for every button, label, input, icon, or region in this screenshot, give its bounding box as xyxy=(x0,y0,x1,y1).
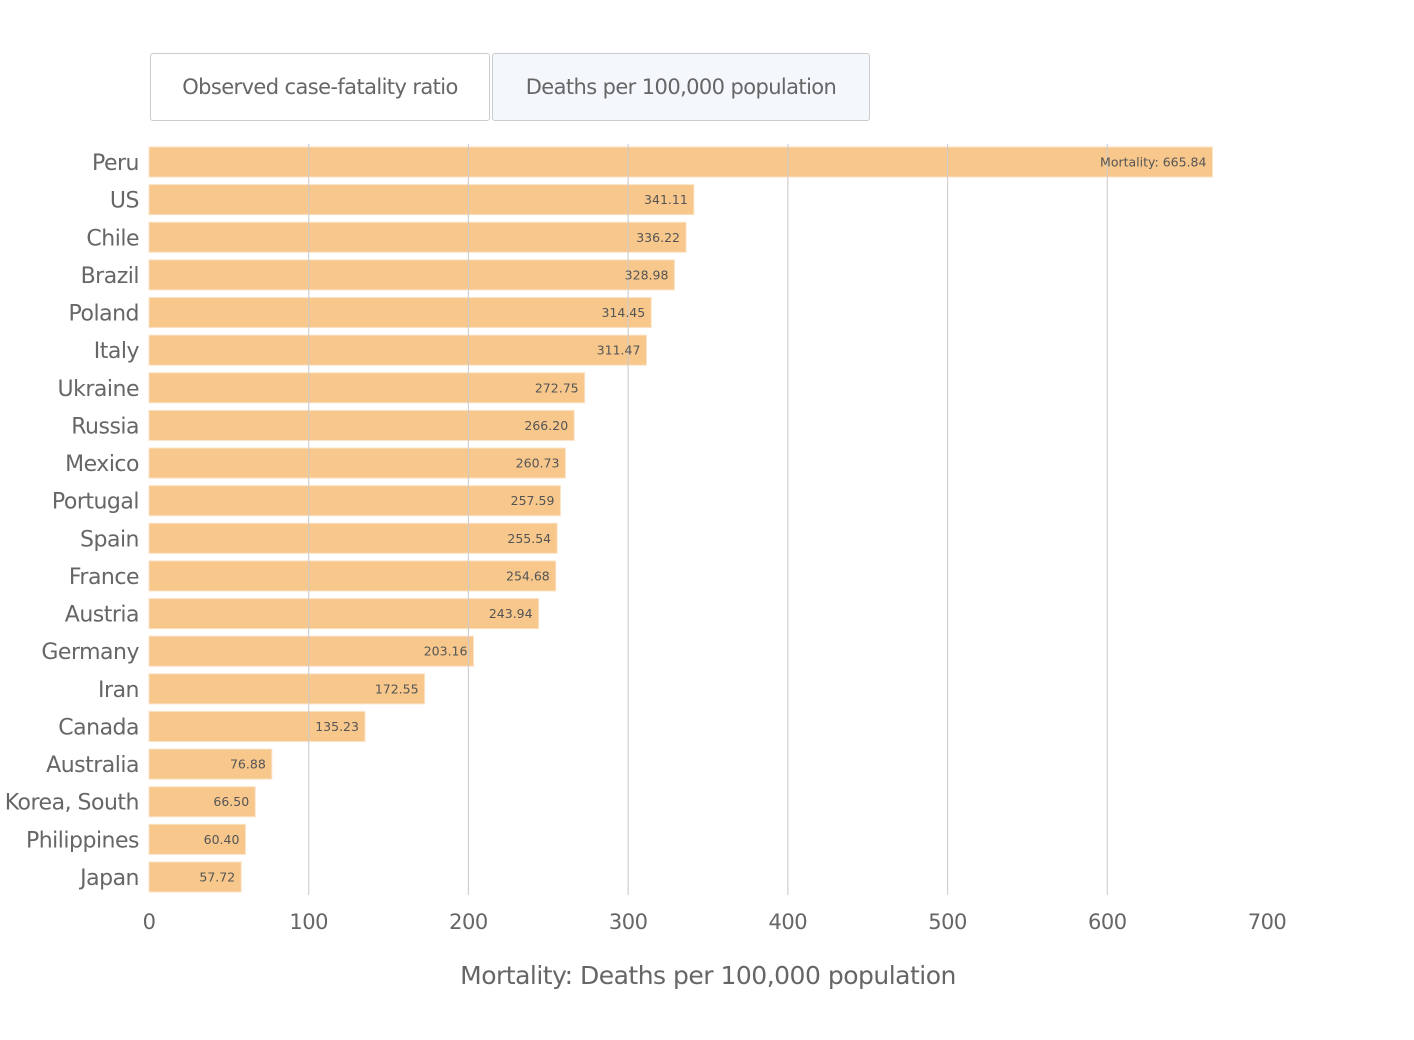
value-label: 272.75 xyxy=(535,380,579,395)
value-labels-layer: Mortality: 665.84 341.11 336.22 328.98 314.4… xyxy=(199,155,1206,885)
value-label: 76.88 xyxy=(230,757,266,772)
bars-layer xyxy=(148,146,1213,893)
y-tick-label: Russia xyxy=(71,414,139,439)
bar-philippines[interactable] xyxy=(148,823,246,855)
bar-brazil[interactable] xyxy=(148,259,675,291)
y-tick-label: Austria xyxy=(65,603,139,628)
metric-toggle: Observed case-fatality ratio Deaths per … xyxy=(150,53,870,121)
bar-ukraine[interactable] xyxy=(148,372,586,404)
bar-korea-south[interactable] xyxy=(148,786,256,818)
value-label: Mortality: 665.84 xyxy=(1100,155,1206,170)
y-axis-labels: Peru US Chile Brazil Poland Italy Ukraine Russi… xyxy=(5,151,140,891)
bar-australia[interactable] xyxy=(148,748,273,780)
x-tick-label: 300 xyxy=(609,910,648,934)
x-axis-title: Mortality: Deaths per 100,000 population xyxy=(460,961,956,990)
value-label: 203.16 xyxy=(424,644,468,659)
value-label: 341.11 xyxy=(644,192,688,207)
value-label: 314.45 xyxy=(601,305,645,320)
y-tick-label: Germany xyxy=(41,640,139,665)
x-tick-label: 700 xyxy=(1248,910,1287,934)
x-tick-label: 0 xyxy=(143,910,156,934)
bar-poland[interactable] xyxy=(148,297,652,329)
bar-portugal[interactable] xyxy=(148,485,561,517)
value-label: 311.47 xyxy=(597,343,641,358)
y-tick-label: Philippines xyxy=(26,828,139,853)
bar-mexico[interactable] xyxy=(148,447,566,479)
value-label: 135.23 xyxy=(315,719,359,734)
x-axis-ticks: 0 100 200 300 400 500 600 700 xyxy=(143,910,1287,934)
y-tick-label: Korea, South xyxy=(5,791,139,816)
y-tick-label: Australia xyxy=(46,753,139,778)
x-tick-label: 100 xyxy=(289,910,328,934)
y-tick-label: Mexico xyxy=(65,452,139,477)
bar-peru[interactable] xyxy=(148,146,1213,178)
value-label: 260.73 xyxy=(516,456,560,471)
bar-russia[interactable] xyxy=(148,409,575,441)
bar-canada[interactable] xyxy=(148,710,366,742)
grid-layer xyxy=(308,144,1108,895)
y-tick-label: Canada xyxy=(58,715,139,740)
value-label: 254.68 xyxy=(506,568,550,583)
value-label: 255.54 xyxy=(507,531,551,546)
x-tick-label: 200 xyxy=(449,910,488,934)
bar-germany[interactable] xyxy=(148,635,474,667)
bar-spain[interactable] xyxy=(148,522,558,554)
case-fatality-ratio-button[interactable]: Observed case-fatality ratio xyxy=(150,53,490,121)
y-tick-label: US xyxy=(110,189,139,214)
y-tick-label: Italy xyxy=(94,339,140,364)
bar-italy[interactable] xyxy=(148,334,647,366)
bar-us[interactable] xyxy=(148,184,695,216)
deaths-per-100k-button[interactable]: Deaths per 100,000 population xyxy=(492,53,870,121)
y-tick-label: Poland xyxy=(69,302,139,327)
y-tick-label: Brazil xyxy=(81,264,139,289)
bar-austria[interactable] xyxy=(148,598,540,630)
y-tick-label: Spain xyxy=(80,527,139,552)
value-label: 60.40 xyxy=(204,832,240,847)
y-tick-label: Portugal xyxy=(52,490,139,515)
value-label: 243.94 xyxy=(489,606,533,621)
y-tick-label: France xyxy=(69,565,139,590)
x-tick-label: 500 xyxy=(928,910,967,934)
x-tick-label: 600 xyxy=(1088,910,1127,934)
y-tick-label: Japan xyxy=(78,866,139,891)
value-label: 172.55 xyxy=(375,681,419,696)
bar-japan[interactable] xyxy=(148,861,242,893)
value-label: 66.50 xyxy=(213,794,249,809)
value-label: 328.98 xyxy=(625,267,669,282)
value-label: 336.22 xyxy=(636,230,680,245)
value-label: 257.59 xyxy=(511,493,555,508)
value-label: 266.20 xyxy=(524,418,568,433)
bar-france[interactable] xyxy=(148,560,557,592)
value-label: 57.72 xyxy=(199,870,235,885)
bar-iran[interactable] xyxy=(148,673,426,705)
bar-chile[interactable] xyxy=(148,221,687,253)
y-tick-label: Ukraine xyxy=(58,377,139,402)
x-tick-label: 400 xyxy=(769,910,808,934)
y-tick-label: Chile xyxy=(86,226,139,251)
y-tick-label: Peru xyxy=(92,151,139,176)
y-tick-label: Iran xyxy=(98,678,139,703)
